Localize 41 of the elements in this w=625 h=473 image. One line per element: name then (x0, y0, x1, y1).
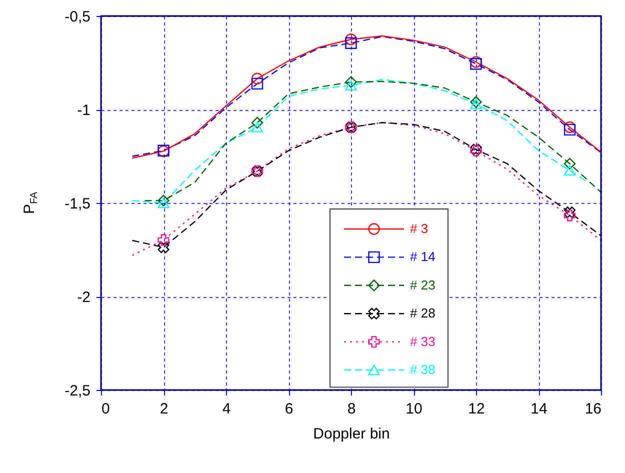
point (564, 124, 576, 136)
legend-label: # 33 (410, 334, 436, 349)
x-tick-label: 6 (284, 400, 294, 418)
x-tick-label: 4 (222, 400, 231, 418)
x-axis-title: Doppler bin (313, 426, 390, 442)
legend-label: # 14 (410, 249, 436, 264)
y-tick-label: -2 (77, 289, 90, 306)
legend-label: # 23 (410, 277, 436, 292)
x-tick-label: 0 (102, 400, 110, 418)
point (470, 98, 482, 110)
legend-label: # 38 (410, 362, 436, 377)
point (564, 121, 576, 134)
point (158, 242, 170, 254)
point (251, 72, 264, 84)
legend-label: # 28 (410, 306, 436, 321)
y-axis-title: PFA (21, 191, 40, 214)
point (564, 206, 576, 218)
point (251, 122, 264, 132)
x-tick-label: 10 (406, 400, 422, 418)
point (564, 158, 576, 170)
x-tick-label: 16 (584, 400, 602, 418)
point (251, 78, 264, 90)
point (564, 210, 576, 222)
point (345, 37, 357, 49)
point (564, 165, 576, 176)
y-tick-label: -1,5 (64, 196, 90, 212)
x-tick-label: 12 (468, 400, 485, 418)
x-tick-label: 2 (160, 400, 168, 418)
y-tick-label: -0,5 (64, 8, 90, 26)
point (158, 194, 170, 206)
point (345, 34, 357, 46)
point (345, 80, 357, 91)
y-tick-label: -2,5 (64, 382, 90, 400)
x-tick-label: 14 (530, 400, 548, 418)
point (345, 76, 357, 88)
legend-label: # 3 (410, 221, 428, 236)
point (158, 234, 170, 246)
x-tick-label: 8 (347, 400, 356, 418)
y-tick-label: -1 (77, 102, 90, 119)
point (251, 116, 264, 129)
point (158, 198, 170, 208)
